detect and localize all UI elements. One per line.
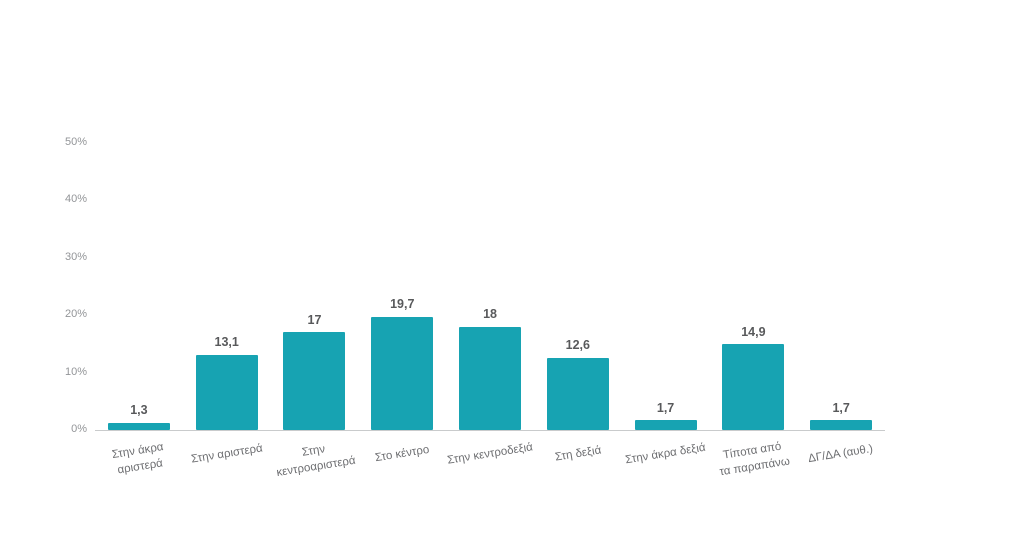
y-tick-label: 50% xyxy=(64,136,87,148)
x-tick-cell: Στην κεντροαριστερά xyxy=(271,430,359,478)
bar-slot: 13,1 xyxy=(183,143,271,430)
bar xyxy=(722,344,785,430)
bar-value-label: 18 xyxy=(483,307,497,322)
bar-slot: 1,7 xyxy=(622,143,710,430)
bars-row: 1,3 13,1 17 19,7 18 12,6 1,7 14,9 1,7 xyxy=(95,143,885,430)
x-tick-label: Στη δεξιά xyxy=(553,444,602,464)
bar-value-label: 1,7 xyxy=(832,400,850,415)
bar-slot: 1,7 xyxy=(797,143,885,430)
bar xyxy=(810,420,873,430)
bar-value-label: 12,6 xyxy=(565,338,590,353)
bar-value-label: 19,7 xyxy=(390,297,415,312)
x-tick-label: Στην κεντροδεξιά xyxy=(446,441,534,467)
y-tick-label: 10% xyxy=(64,365,87,378)
y-tick-label: 30% xyxy=(64,250,87,263)
x-tick-cell: Τίποτα από τα παραπάνω xyxy=(709,430,797,478)
bar-value-label: 1,7 xyxy=(656,400,675,415)
bar-slot: 18 xyxy=(446,143,534,430)
bar xyxy=(195,354,258,430)
x-tick-cell: Στην άκρα δεξιά xyxy=(622,430,710,475)
bar-slot: 14,9 xyxy=(709,143,797,430)
bar-value-label: 17 xyxy=(307,312,322,327)
x-tick-cell: Στην άκρα αριστερά xyxy=(95,430,183,476)
x-tick-cell: ΔΓ/ΔΑ (αυθ.) xyxy=(797,430,885,475)
bar xyxy=(371,316,434,430)
bar-value-label: 14,9 xyxy=(741,324,766,339)
x-tick-label: ΔΓ/ΔΑ (αυθ.) xyxy=(807,442,875,466)
x-tick-cell: Στην κεντροδεξιά xyxy=(446,430,534,475)
bar xyxy=(634,420,697,430)
x-tick-label: Στην άκρα δεξιά xyxy=(624,441,707,467)
bar xyxy=(107,422,170,430)
bar xyxy=(459,326,522,430)
x-tick-label: Στην κεντροαριστερά xyxy=(275,443,356,479)
x-tick-label: Στην άκρα αριστερά xyxy=(110,441,165,476)
bar-slot: 19,7 xyxy=(358,143,446,430)
bar-slot: 12,6 xyxy=(534,143,622,430)
bar-value-label: 1,3 xyxy=(130,403,148,418)
x-tick-label: Τίποτα από τα παραπάνω xyxy=(718,440,791,478)
bar xyxy=(283,332,346,430)
x-tick-cell: Στην αριστερά xyxy=(183,430,271,475)
y-tick-label: 20% xyxy=(64,308,87,321)
x-tick-label: Στην αριστερά xyxy=(189,442,264,466)
x-axis: Στην άκρα αριστερά Στην αριστερά Στην κεντρο… xyxy=(95,430,885,479)
y-tick-label: 40% xyxy=(64,193,87,206)
x-tick-label: Στο κέντρο xyxy=(374,443,431,465)
y-tick-label: 0% xyxy=(71,423,87,435)
x-tick-cell: Στο κέντρο xyxy=(358,430,446,475)
x-tick-cell: Στη δεξιά xyxy=(534,430,622,475)
bar xyxy=(546,357,609,430)
bar-slot: 17 xyxy=(271,143,359,430)
bar-slot: 1,3 xyxy=(95,143,183,430)
plot-area: 0% 10% 20% 30% 40% 50% 1,3 13,1 17 19,7 18 12,6 1,7… xyxy=(65,137,885,479)
bar-value-label: 13,1 xyxy=(214,335,239,350)
